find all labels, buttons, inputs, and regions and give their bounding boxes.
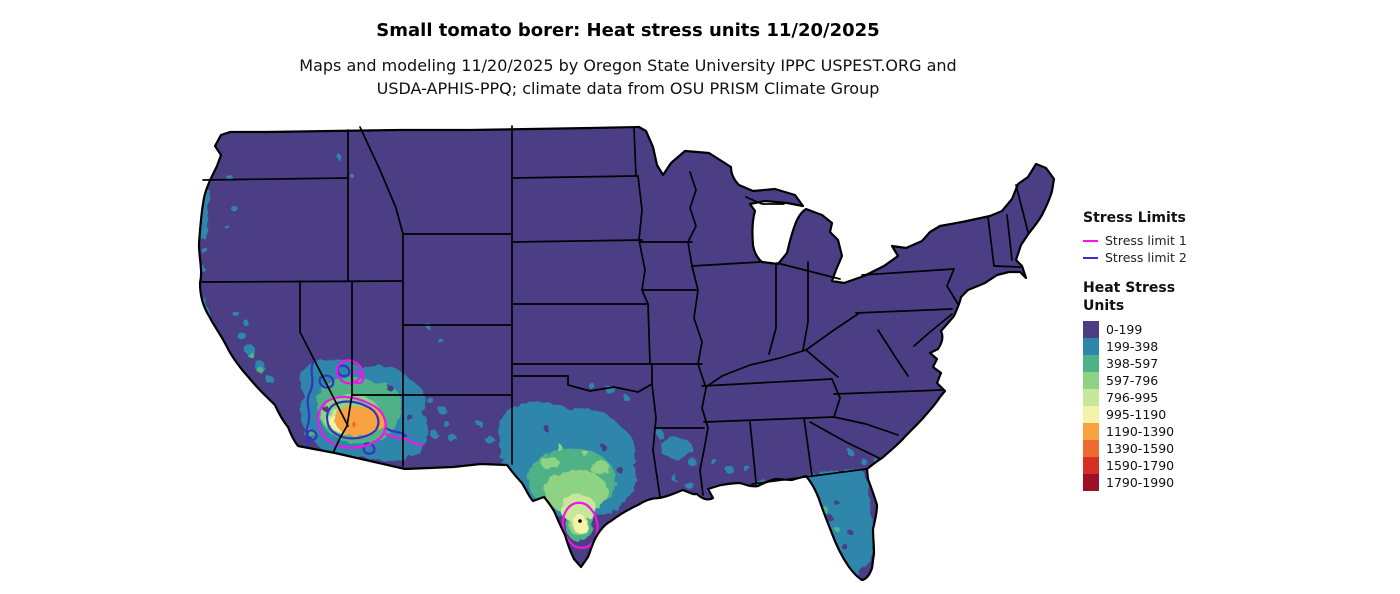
heat-region-deeporange bbox=[350, 421, 356, 427]
legend-swatch bbox=[1083, 372, 1099, 389]
heat-stress-heading-line-1: Heat Stress bbox=[1083, 280, 1176, 296]
legend-class-label: 995-1190 bbox=[1106, 407, 1167, 422]
legend-class-row: 398-597 bbox=[1083, 355, 1243, 372]
legend-class-label: 398-597 bbox=[1106, 356, 1159, 371]
state-borders bbox=[201, 125, 1029, 498]
stress-limit-2-label: Stress limit 2 bbox=[1105, 250, 1187, 265]
map-title: Small tomato borer: Heat stress units 11… bbox=[376, 20, 880, 41]
map-subtitle: Maps and modeling 11/20/2025 by Oregon S… bbox=[0, 55, 1256, 100]
legend-class-row: 1590-1790 bbox=[1083, 457, 1243, 474]
legend-class-row: 597-796 bbox=[1083, 372, 1243, 389]
legend-class-row: 0-199 bbox=[1083, 321, 1243, 338]
legend-class-label: 1390-1590 bbox=[1106, 441, 1175, 456]
legend: Stress Limits Stress limit 1 Stress limi… bbox=[1083, 210, 1243, 491]
us-heat-map-svg bbox=[197, 125, 1056, 582]
legend-swatch bbox=[1083, 321, 1099, 338]
legend-swatch bbox=[1083, 389, 1099, 406]
stress-limit-1-line-swatch bbox=[1083, 239, 1098, 242]
heat-regions bbox=[199, 155, 879, 576]
legend-class-label: 1790-1990 bbox=[1106, 475, 1175, 490]
legend-class-label: 796-995 bbox=[1106, 390, 1159, 405]
subtitle-line-1: Maps and modeling 11/20/2025 by Oregon S… bbox=[299, 56, 957, 75]
legend-class-row: 199-398 bbox=[1083, 338, 1243, 355]
subtitle-line-2: USDA-APHIS-PPQ; climate data from OSU PR… bbox=[376, 78, 880, 98]
legend-class-row: 1190-1390 bbox=[1083, 423, 1243, 440]
heat-region-orange bbox=[334, 405, 387, 437]
stress-limit-1-label: Stress limit 1 bbox=[1105, 233, 1187, 248]
heat-stress-heading-line-2: Units bbox=[1083, 298, 1125, 314]
legend-swatch bbox=[1083, 457, 1099, 474]
legend-class-label: 0-199 bbox=[1106, 322, 1143, 337]
legend-swatch bbox=[1083, 474, 1099, 491]
legend-class-label: 1190-1390 bbox=[1106, 424, 1175, 439]
legend-class-label: 1590-1790 bbox=[1106, 458, 1175, 473]
legend-item-stress-limit-1: Stress limit 1 bbox=[1083, 232, 1243, 249]
legend-class-row: 995-1190 bbox=[1083, 406, 1243, 423]
stress-limits-heading: Stress Limits bbox=[1083, 210, 1186, 226]
stress-limit-2-contours bbox=[305, 358, 408, 455]
legend-class-row: 1790-1990 bbox=[1083, 474, 1243, 491]
legend-swatch bbox=[1083, 338, 1099, 355]
legend-swatch bbox=[1083, 406, 1099, 423]
legend-class-row: 796-995 bbox=[1083, 389, 1243, 406]
station-dot bbox=[578, 519, 582, 523]
legend-swatch bbox=[1083, 355, 1099, 372]
legend-class-row: 1390-1590 bbox=[1083, 440, 1243, 457]
legend-swatch bbox=[1083, 440, 1099, 457]
legend-swatch bbox=[1083, 423, 1099, 440]
heat-stress-classes: 0-199 199-398 398-597 597-796 796-995 99… bbox=[1083, 321, 1243, 491]
us-heat-map bbox=[190, 118, 1062, 588]
legend-class-label: 199-398 bbox=[1106, 339, 1159, 354]
legend-class-label: 597-796 bbox=[1106, 373, 1159, 388]
legend-item-stress-limit-2: Stress limit 2 bbox=[1083, 249, 1243, 266]
stress-limit-2-line-swatch bbox=[1083, 256, 1098, 259]
heat-stress-units-heading: Heat Stress Units bbox=[1083, 279, 1243, 315]
heat-region-purple-speckles bbox=[322, 385, 853, 549]
